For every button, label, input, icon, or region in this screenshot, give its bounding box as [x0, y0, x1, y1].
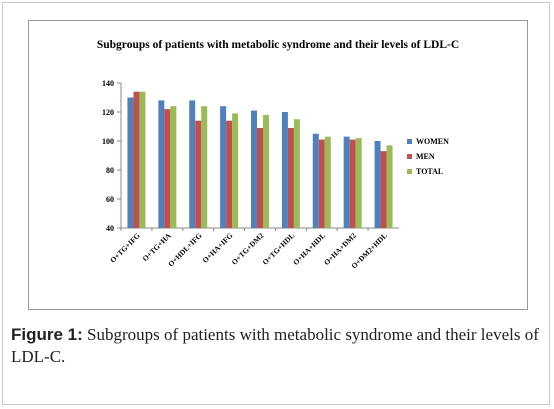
bar-men-0 — [133, 91, 140, 228]
legend-swatch-total — [407, 169, 412, 174]
legend-swatch-women — [407, 139, 412, 144]
legend-label: TOTAL — [416, 167, 443, 176]
figure-label: Figure 1: — [11, 325, 83, 344]
bar-total-6 — [324, 136, 331, 228]
bar-men-6 — [318, 139, 325, 228]
bar-women-0 — [127, 97, 134, 228]
bar-men-1 — [164, 109, 171, 228]
chart-title: Subgroups of patients with metabolic syn… — [96, 39, 460, 51]
bar-women-5 — [281, 112, 288, 228]
y-tick-label: 120 — [102, 108, 114, 117]
bar-women-6 — [312, 133, 319, 228]
bar-total-7 — [355, 138, 362, 228]
bar-men-4 — [257, 127, 263, 228]
figure-caption: Figure 1: Subgroups of patients with met… — [11, 324, 541, 368]
bar-women-3 — [220, 106, 227, 228]
bar-women-8 — [374, 141, 381, 228]
bar-women-4 — [251, 110, 257, 228]
legend-swatch-men — [407, 154, 412, 159]
bar-total-8 — [386, 145, 393, 228]
chart-container: Subgroups of patients with metabolic syn… — [28, 20, 528, 310]
x-tick-label: O+TG+HA — [141, 231, 174, 264]
bar-women-1 — [158, 100, 165, 228]
bar-men-3 — [226, 120, 233, 228]
bar-total-0 — [139, 91, 146, 228]
legend-label: MEN — [416, 152, 435, 161]
caption-text: Subgroups of patients with metabolic syn… — [11, 325, 539, 366]
y-tick-label: 140 — [102, 79, 114, 88]
figure-frame — [2, 2, 550, 405]
bar-men-7 — [349, 139, 356, 228]
y-tick-label: 100 — [102, 137, 114, 146]
bar-total-3 — [232, 113, 239, 228]
bar-chart: 406080100120140O+TG+IFGO+TG+HAO+HDL+IFGO… — [102, 79, 449, 271]
bar-men-8 — [380, 151, 387, 228]
bar-women-2 — [189, 100, 196, 228]
x-tick-label: O+TG+IFG — [108, 231, 142, 265]
bar-total-1 — [170, 106, 177, 228]
bar-total-4 — [263, 114, 269, 228]
bar-total-5 — [293, 119, 300, 228]
y-tick-label: 40 — [106, 224, 114, 233]
bar-men-5 — [287, 127, 294, 228]
y-tick-label: 60 — [106, 195, 114, 204]
legend-label: WOMEN — [416, 137, 449, 146]
bar-total-2 — [201, 106, 208, 228]
bar-women-7 — [343, 136, 350, 228]
y-tick-label: 80 — [106, 166, 114, 175]
bar-men-2 — [195, 120, 202, 228]
